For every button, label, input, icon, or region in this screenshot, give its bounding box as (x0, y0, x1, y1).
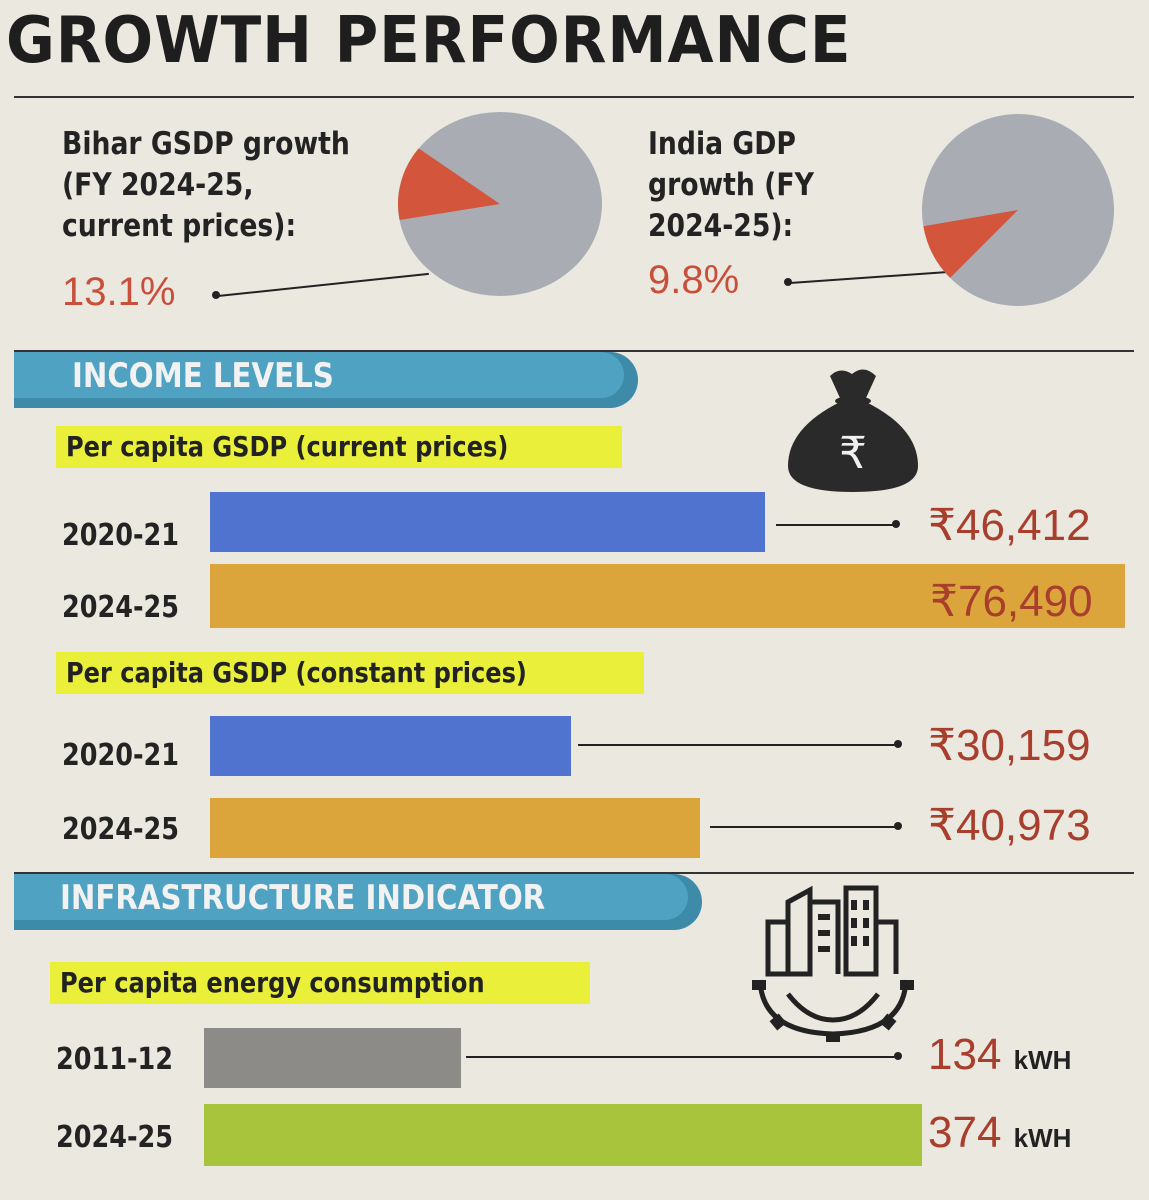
india-pie (922, 114, 1114, 306)
bihar-growth-value: 13.1% (62, 270, 176, 314)
india-label-line: India GDP (648, 126, 796, 162)
bihar-label-line: current prices): (62, 208, 297, 244)
year-label: 2020-21 (62, 738, 180, 773)
page-title: GROWTH PERFORMANCE (6, 4, 852, 78)
bar-constant-2024-25 (210, 798, 700, 858)
current-prices-subhead: Per capita GSDP (current prices) (56, 426, 622, 468)
bihar-label-line: Bihar GSDP growth (62, 126, 350, 162)
infrastructure-title: INFRASTRUCTURE INDICATOR (60, 878, 546, 918)
bar-current-2024-25 (210, 564, 1125, 628)
energy-subhead: Per capita energy consumption (50, 962, 590, 1004)
bihar-pie (398, 112, 602, 296)
pie-slice-growth (923, 210, 1018, 278)
bar-energy-2011-12 (204, 1028, 461, 1088)
bihar-growth-label: Bihar GSDP growth (FY 2024-25, current p… (62, 124, 350, 247)
energy-label: Per capita energy consumption (60, 966, 485, 999)
title-rule (14, 96, 1134, 98)
bihar-leader-dot (212, 291, 220, 299)
bar-constant-2020-21 (210, 716, 571, 776)
bar-current-2020-21 (210, 492, 765, 552)
year-label: 2011-12 (56, 1042, 174, 1077)
infrastructure-banner: INFRASTRUCTURE INDICATOR (14, 874, 702, 930)
pie-slice-growth (398, 148, 500, 220)
energy-unit: kWH (1013, 1123, 1072, 1153)
energy-unit: kWH (1013, 1045, 1072, 1075)
constant-prices-subhead: Per capita GSDP (constant prices) (56, 652, 644, 694)
energy-value: 134 (928, 1030, 1002, 1079)
value-label: 374 kWH (928, 1108, 1071, 1158)
leader-line (466, 1056, 898, 1058)
year-label: 2020-21 (62, 518, 180, 553)
section-rule (14, 350, 1134, 352)
current-prices-label: Per capita GSDP (current prices) (66, 430, 509, 463)
energy-value: 374 (928, 1108, 1002, 1157)
bar-energy-2024-25 (204, 1104, 922, 1166)
infrastructure-buildings-icon (752, 885, 914, 1042)
money-bag-icon: ₹ (788, 369, 918, 492)
leader-line (776, 524, 896, 526)
value-label: 134 kWH (928, 1030, 1071, 1080)
section-rule (14, 872, 1134, 874)
india-label-line: growth (FY (648, 167, 814, 203)
bihar-label-line: (FY 2024-25, (62, 167, 254, 203)
constant-prices-label: Per capita GSDP (constant prices) (66, 656, 527, 689)
leader-dot (894, 822, 902, 830)
income-levels-title: INCOME LEVELS (72, 356, 334, 396)
india-label-line: 2024-25): (648, 208, 794, 244)
india-leader-dot (784, 278, 792, 286)
leader-dot (892, 520, 900, 528)
india-growth-value: 9.8% (648, 258, 740, 302)
year-label: 2024-25 (56, 1120, 174, 1155)
leader-line (710, 826, 896, 828)
income-levels-banner: INCOME LEVELS (14, 352, 638, 408)
rupee-symbol-glyph: ₹ (839, 428, 867, 479)
india-growth-label: India GDP growth (FY 2024-25): (648, 124, 814, 247)
value-label: ₹76,490 (930, 577, 1093, 626)
year-label: 2024-25 (62, 590, 180, 625)
leader-dot (894, 740, 902, 748)
value-label: ₹30,159 (928, 721, 1091, 770)
value-label: ₹40,973 (928, 801, 1091, 850)
leader-line (578, 744, 898, 746)
leader-dot (894, 1052, 902, 1060)
value-label: ₹46,412 (928, 501, 1091, 550)
year-label: 2024-25 (62, 812, 180, 847)
